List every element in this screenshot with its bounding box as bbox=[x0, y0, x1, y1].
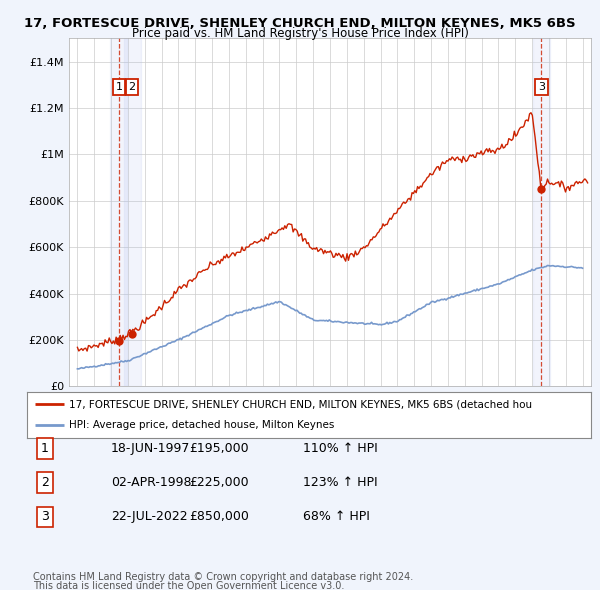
Text: 110% ↑ HPI: 110% ↑ HPI bbox=[303, 442, 378, 455]
Text: 17, FORTESCUE DRIVE, SHENLEY CHURCH END, MILTON KEYNES, MK5 6BS (detached hou: 17, FORTESCUE DRIVE, SHENLEY CHURCH END,… bbox=[70, 399, 532, 409]
Text: £225,000: £225,000 bbox=[190, 476, 249, 489]
Text: 18-JUN-1997: 18-JUN-1997 bbox=[111, 442, 190, 455]
Text: 68% ↑ HPI: 68% ↑ HPI bbox=[303, 510, 370, 523]
Bar bbox=[533, 38, 550, 386]
Text: 22-JUL-2022: 22-JUL-2022 bbox=[111, 510, 188, 523]
Bar bbox=[110, 38, 127, 386]
Text: Price paid vs. HM Land Registry's House Price Index (HPI): Price paid vs. HM Land Registry's House … bbox=[131, 27, 469, 40]
Text: 1: 1 bbox=[41, 442, 49, 455]
Text: This data is licensed under the Open Government Licence v3.0.: This data is licensed under the Open Gov… bbox=[33, 581, 344, 590]
Bar bbox=[124, 38, 140, 386]
Text: 02-APR-1998: 02-APR-1998 bbox=[111, 476, 191, 489]
Text: Contains HM Land Registry data © Crown copyright and database right 2024.: Contains HM Land Registry data © Crown c… bbox=[33, 572, 413, 582]
Text: 2: 2 bbox=[41, 476, 49, 489]
Text: 123% ↑ HPI: 123% ↑ HPI bbox=[303, 476, 377, 489]
Text: HPI: Average price, detached house, Milton Keynes: HPI: Average price, detached house, Milt… bbox=[70, 420, 335, 430]
Text: £195,000: £195,000 bbox=[190, 442, 249, 455]
Text: 1: 1 bbox=[115, 82, 122, 92]
Text: £850,000: £850,000 bbox=[189, 510, 249, 523]
Text: 17, FORTESCUE DRIVE, SHENLEY CHURCH END, MILTON KEYNES, MK5 6BS: 17, FORTESCUE DRIVE, SHENLEY CHURCH END,… bbox=[24, 17, 576, 30]
Text: 3: 3 bbox=[41, 510, 49, 523]
Text: 2: 2 bbox=[128, 82, 136, 92]
Text: 3: 3 bbox=[538, 82, 545, 92]
